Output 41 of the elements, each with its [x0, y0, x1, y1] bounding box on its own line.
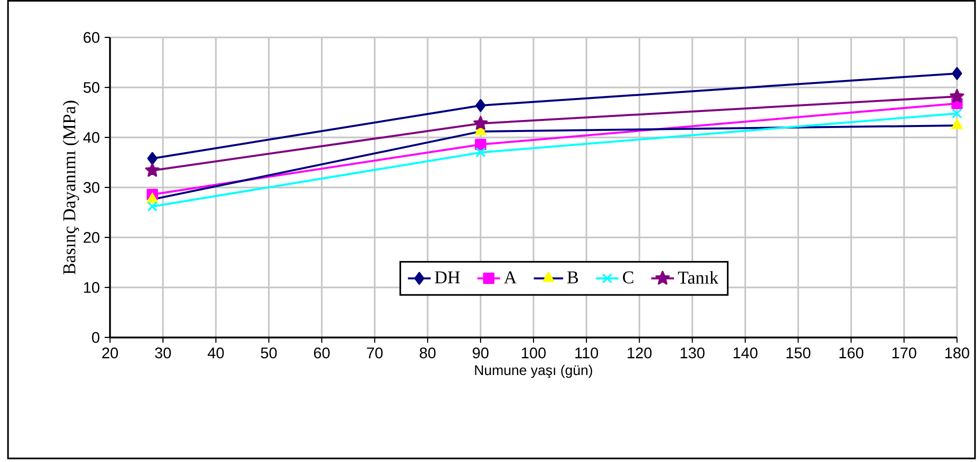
x-tick-label: 160 — [840, 347, 864, 358]
x-tick-label: 80 — [420, 347, 436, 358]
x-tick-label: 90 — [472, 347, 488, 358]
y-axis-title: Basınç Dayanımı (MPa) — [62, 100, 80, 274]
x-tick-label: 110 — [575, 347, 598, 358]
y-tick-label: 40 — [83, 132, 100, 143]
legend-label: DH — [434, 271, 460, 284]
point — [952, 108, 962, 118]
point — [475, 147, 486, 158]
x-tick-label: 60 — [314, 347, 330, 358]
x-tick-label: 100 — [522, 347, 546, 358]
x-tick-label: 40 — [208, 347, 224, 358]
point — [145, 162, 160, 176]
y-tick-label: 30 — [83, 182, 100, 193]
x-tick-label: 130 — [680, 347, 705, 358]
x-tick-label: 150 — [786, 347, 810, 358]
x-tick-label: 20 — [102, 347, 118, 358]
point — [952, 66, 962, 80]
point — [476, 98, 486, 112]
point — [473, 116, 488, 130]
y-tick-label: 50 — [84, 82, 100, 93]
point — [147, 152, 158, 165]
y-tick-label: 60 — [84, 32, 100, 43]
legend-label: A — [504, 271, 517, 284]
legend-label: Tanık — [678, 270, 718, 284]
point — [950, 88, 964, 102]
legend-label: B — [567, 271, 578, 284]
x-tick-label: 140 — [734, 347, 758, 358]
x-tick-label: 70 — [366, 347, 383, 358]
x-tick-label: 180 — [945, 347, 970, 358]
y-tick-label: 10 — [84, 282, 100, 293]
x-tick-label: 120 — [628, 347, 652, 358]
x-tick-label: 170 — [892, 347, 916, 358]
x-tick-label: 50 — [260, 347, 277, 358]
point — [147, 201, 158, 212]
y-tick-label: 20 — [84, 232, 100, 243]
legend-label: C — [622, 271, 634, 284]
point — [146, 192, 158, 203]
y-tick-label: 0 — [92, 332, 100, 343]
x-tick-label: 30 — [155, 347, 171, 358]
x-axis-title: Numune yaşı (gün) — [475, 364, 592, 378]
